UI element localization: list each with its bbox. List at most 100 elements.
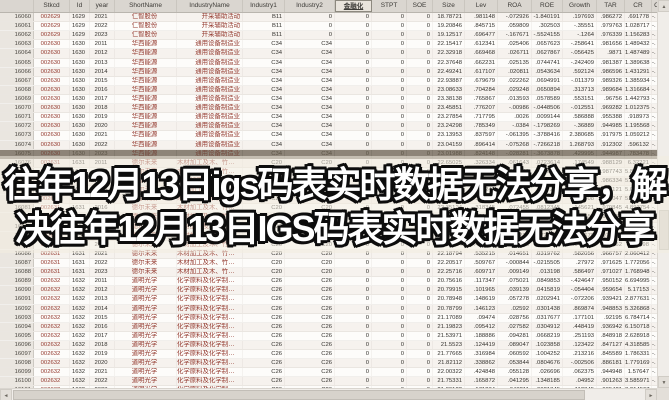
cell[interactable]: 2020 (90, 122, 115, 131)
cell[interactable]: 22.15417 (433, 40, 465, 49)
cell[interactable]: C26 (243, 277, 285, 286)
cell[interactable]: 0 (407, 58, 433, 67)
cell[interactable]: 002630 (34, 85, 70, 94)
cell[interactable]: 1.156283 (625, 31, 652, 40)
cell[interactable]: .101965 (465, 286, 498, 295)
cell[interactable]: 2021 (90, 368, 115, 377)
cell[interactable]: .302503 (532, 22, 563, 31)
cell[interactable]: .251193 (563, 331, 597, 340)
cell[interactable]: 0 (407, 331, 433, 340)
cell[interactable]: 2017 (90, 331, 115, 340)
cell[interactable]: C34 (243, 131, 285, 140)
cell[interactable]: .089047 (498, 340, 532, 350)
cell[interactable]: -.7266218 (532, 140, 563, 149)
cell[interactable]: .316984 (465, 350, 498, 359)
cell[interactable]: 0 (372, 249, 407, 258)
cell[interactable]: 0 (335, 122, 372, 131)
cell[interactable]: 002629 (34, 31, 70, 40)
cell[interactable]: .048211 (498, 386, 532, 388)
column-header-Stkcd[interactable]: Stkcd (34, 0, 70, 12)
row-number-cell[interactable]: 16098 (0, 359, 34, 368)
cell[interactable]: 通用设备制造业 (177, 58, 243, 67)
cell[interactable]: 德尔未来 (115, 249, 177, 258)
cell[interactable]: 0 (372, 67, 407, 76)
cell[interactable]: 1.487489 (625, 49, 652, 58)
cell[interactable]: 通用设备制造业 (177, 67, 243, 76)
cell[interactable]: 2.628918 (625, 331, 652, 340)
cell[interactable]: 23.13953 (433, 131, 465, 140)
cell[interactable]: 通用设备制造业 (177, 94, 243, 104)
cell[interactable]: 21.19823 (433, 322, 465, 331)
cell[interactable]: .014651 (498, 249, 532, 258)
cell[interactable]: C26 (285, 377, 335, 386)
cell[interactable]: 21.82112 (433, 359, 465, 368)
cell[interactable]: 002629 (34, 13, 70, 22)
cell[interactable]: -. (652, 259, 657, 267)
cell[interactable]: .025135 (498, 58, 532, 67)
cell[interactable]: C26 (243, 340, 285, 350)
cell[interactable]: 002630 (34, 131, 70, 140)
cell[interactable]: -.0215505 (532, 258, 563, 268)
cell[interactable]: 0 (407, 22, 433, 31)
cell[interactable]: -. (652, 350, 657, 358)
cell[interactable]: C26 (243, 386, 285, 388)
cell[interactable]: .028756 (498, 313, 532, 322)
cell[interactable]: .171234 (465, 386, 498, 388)
cell[interactable]: 22.49241 (433, 67, 465, 76)
row-number-cell[interactable]: 16099 (0, 368, 34, 377)
cell[interactable]: .592124 (563, 67, 597, 76)
cell[interactable]: 0 (407, 113, 433, 122)
cell[interactable]: .944987 (597, 149, 625, 158)
cell[interactable]: 2011 (90, 40, 115, 49)
cell[interactable]: .936942 (597, 322, 625, 331)
row-number-cell[interactable]: 16097 (0, 350, 34, 359)
cell[interactable]: 1632 (70, 277, 90, 286)
cell[interactable]: .912302 (597, 140, 625, 149)
cell[interactable]: 道明光学 (115, 322, 177, 331)
cell[interactable]: .0849853 (532, 277, 563, 286)
row-number-cell[interactable]: 16087 (0, 258, 34, 268)
cell[interactable]: 2012 (90, 286, 115, 295)
cell[interactable]: 1630 (70, 94, 90, 104)
cell[interactable]: C34 (243, 104, 285, 113)
cell[interactable]: C34 (285, 94, 335, 104)
row-number-cell[interactable]: 16071 (0, 113, 34, 122)
cell[interactable]: 002630 (34, 94, 70, 104)
cell[interactable]: 开采辅助活动 (177, 22, 243, 31)
cell[interactable]: 0 (335, 13, 372, 22)
row-number-cell[interactable]: 16090 (0, 286, 34, 295)
cell[interactable]: 化学原料及化学制品制造业 (177, 350, 243, 359)
cell[interactable]: 0 (407, 350, 433, 359)
cell[interactable]: 华西能源 (115, 140, 177, 149)
cell[interactable]: 通用设备制造业 (177, 131, 243, 140)
cell[interactable]: 002630 (34, 140, 70, 149)
cell[interactable]: 22.00322 (433, 368, 465, 377)
cell[interactable]: 0 (407, 76, 433, 85)
cell[interactable]: 0 (335, 286, 372, 295)
cell[interactable]: .039139 (498, 286, 532, 295)
cell[interactable]: 2021 (90, 13, 115, 22)
cell[interactable]: 2023 (90, 268, 115, 277)
cell[interactable]: .148619 (465, 295, 498, 304)
cell[interactable]: .691778 (625, 13, 652, 22)
cell[interactable]: C34 (243, 49, 285, 58)
cell[interactable]: .117347 (465, 277, 498, 286)
cell[interactable]: 2014 (90, 304, 115, 313)
cell[interactable]: -1.840191 (532, 13, 563, 22)
cell[interactable]: .918973 (625, 113, 652, 122)
cell[interactable]: C26 (243, 286, 285, 295)
cell[interactable]: 1.779169 (625, 359, 652, 368)
cell[interactable]: 002630 (34, 49, 70, 58)
cell[interactable]: C26 (285, 277, 335, 286)
row-number-cell[interactable]: 16063 (0, 40, 34, 49)
horizontal-scrollbar[interactable]: ◄ ► (0, 388, 669, 400)
cell[interactable]: C20 (243, 249, 285, 258)
cell[interactable]: 1630 (70, 104, 90, 113)
cell[interactable]: .848918 (597, 331, 625, 340)
cell[interactable]: 通用设备制造业 (177, 40, 243, 49)
cell[interactable]: 华西能源 (115, 40, 177, 49)
cell[interactable]: 18.78721 (433, 13, 465, 22)
cell[interactable]: 道明光学 (115, 313, 177, 322)
cell[interactable]: .901263 (597, 377, 625, 386)
cell[interactable]: 1632 (70, 286, 90, 295)
